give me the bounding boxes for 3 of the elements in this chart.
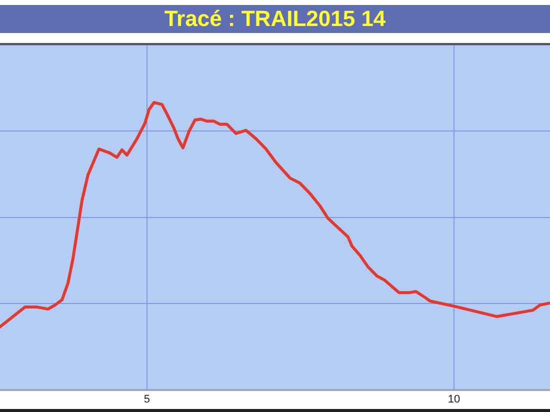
x-tick-label: 5 [144,393,150,406]
x-tick-label: 10 [448,393,460,406]
chart-title: Tracé : TRAIL2015 14 [0,5,550,33]
